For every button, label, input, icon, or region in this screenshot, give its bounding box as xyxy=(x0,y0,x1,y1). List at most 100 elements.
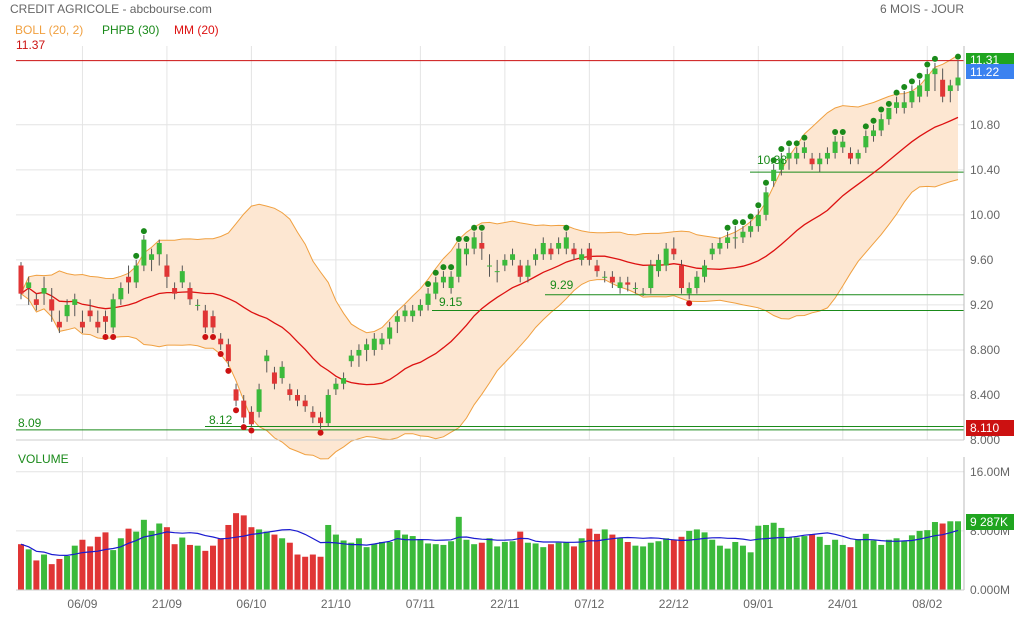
candle-body xyxy=(72,299,78,305)
candle-body xyxy=(394,316,400,322)
candle-body xyxy=(102,316,108,322)
x-tick-label: 21/09 xyxy=(152,597,182,611)
candle-body xyxy=(279,366,285,379)
new-low-marker xyxy=(202,334,209,341)
volume-bar xyxy=(133,531,140,590)
new-high-marker xyxy=(747,213,754,220)
volume-bar xyxy=(302,556,309,590)
candle-body xyxy=(41,288,47,294)
volume-average-line xyxy=(20,528,959,557)
volume-bar xyxy=(363,547,370,590)
volume-bar xyxy=(670,539,677,590)
volume-bar xyxy=(832,539,839,590)
candle-body xyxy=(141,239,147,266)
low-price-tag-text: 8.110 xyxy=(970,421,999,435)
volume-bar xyxy=(18,544,24,590)
new-high-marker xyxy=(832,129,839,136)
candle-body xyxy=(341,378,347,384)
new-high-marker xyxy=(901,84,908,91)
volume-bar xyxy=(233,513,240,590)
candle-body xyxy=(440,276,446,283)
candle-body xyxy=(118,288,124,300)
candle-body xyxy=(702,265,708,277)
candle-body xyxy=(164,265,170,277)
candle-body xyxy=(740,231,746,238)
candle-body xyxy=(917,85,923,97)
new-low-marker xyxy=(248,427,255,434)
volume-bar xyxy=(770,522,777,590)
candle-body xyxy=(579,254,585,260)
candle-body xyxy=(840,141,846,148)
volume-bar xyxy=(547,544,554,590)
volume-bar xyxy=(586,528,593,590)
candle-body xyxy=(364,344,370,350)
candle-body xyxy=(356,349,362,356)
candle-body xyxy=(571,248,577,255)
volume-bar xyxy=(640,546,647,590)
candle-body xyxy=(909,91,915,103)
new-high-marker xyxy=(793,140,800,147)
candle-body xyxy=(302,400,308,407)
volume-bar xyxy=(378,541,385,590)
new-high-marker xyxy=(432,269,439,276)
new-high-marker xyxy=(440,264,447,271)
volume-tag-text: 9 287K xyxy=(970,515,1008,529)
new-low-marker xyxy=(317,429,324,436)
volume-bar xyxy=(647,542,654,590)
candle-body xyxy=(33,299,39,305)
volume-bar xyxy=(655,541,662,590)
volume-title: VOLUME xyxy=(18,452,69,466)
candle-body xyxy=(771,169,777,182)
candle-body xyxy=(233,389,239,401)
volume-bar xyxy=(263,531,270,590)
volume-bar xyxy=(202,550,209,590)
volume-bar xyxy=(217,538,224,590)
candle-body xyxy=(264,355,270,362)
candle-body xyxy=(471,237,477,249)
level-label-1: 8.12 xyxy=(209,413,233,427)
candle-body xyxy=(371,338,377,350)
candlesticks xyxy=(18,60,961,429)
candle-body xyxy=(433,282,439,294)
candle-body xyxy=(778,158,784,170)
candle-body xyxy=(855,152,861,159)
high-price-tag xyxy=(966,53,1014,66)
volume-bar xyxy=(701,532,708,590)
candle-body xyxy=(871,130,877,137)
candle-body xyxy=(725,237,731,243)
candle-body xyxy=(755,214,761,227)
candle-body xyxy=(694,276,700,289)
candle-body xyxy=(26,282,32,289)
candle-body xyxy=(448,276,454,289)
legend-ma: MM (20) xyxy=(174,23,219,37)
volume-bar xyxy=(762,524,769,590)
volume-bar xyxy=(440,544,447,590)
new-low-marker xyxy=(210,334,217,341)
volume-bar xyxy=(486,538,493,590)
volume-bar xyxy=(747,552,754,590)
new-low-marker xyxy=(240,424,247,431)
volume-bar xyxy=(33,560,40,590)
volume-bar xyxy=(517,531,524,590)
candle-body xyxy=(387,327,393,339)
new-high-marker xyxy=(425,281,432,288)
bollinger-lower-line xyxy=(20,179,959,460)
candle-body xyxy=(248,411,254,425)
volume-bar xyxy=(878,544,885,590)
volume-bar xyxy=(931,522,938,590)
candle-body xyxy=(655,259,661,272)
new-high-marker xyxy=(955,53,961,60)
volume-bar xyxy=(448,541,455,590)
volume-bar xyxy=(901,541,908,590)
x-tick-label: 09/01 xyxy=(743,597,773,611)
candle-body xyxy=(510,254,516,260)
candle-body xyxy=(886,107,892,120)
candle-body xyxy=(625,282,631,285)
volume-bar xyxy=(594,533,601,590)
candle-body xyxy=(56,321,62,328)
candle-body xyxy=(663,248,669,266)
candle-body xyxy=(126,276,132,283)
candle-body xyxy=(932,68,938,75)
price-tick-label: 9.20 xyxy=(970,298,994,312)
x-tick-label: 21/10 xyxy=(321,597,351,611)
